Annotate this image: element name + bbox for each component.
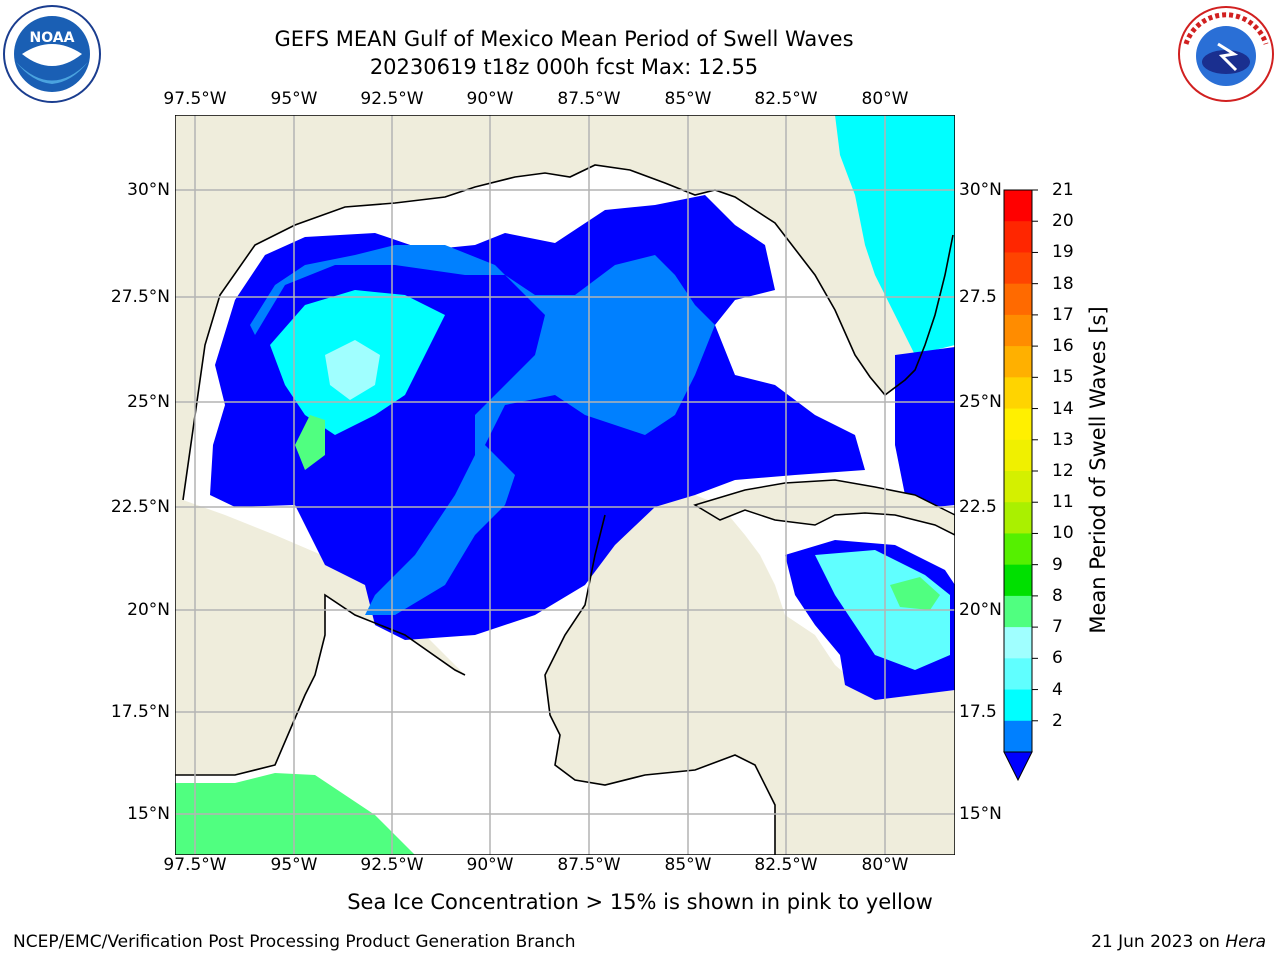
lat-label-left: 27.5°N [110, 287, 170, 307]
lon-label-bot: 97.5°W [163, 855, 227, 875]
colorbar-tick-label: 17 [1052, 304, 1074, 325]
lat-label-right: 20°N [959, 600, 1002, 620]
lon-label-bot: 82.5°W [754, 855, 818, 875]
footer-host: Hera [1225, 932, 1266, 952]
lat-label-right: 15°N [959, 804, 1002, 824]
colorbar-tick-label: 20 [1052, 211, 1074, 232]
swell-blue2-region [250, 245, 715, 615]
colorbar-band [1004, 252, 1032, 285]
colorbar-tick-label: 8 [1052, 585, 1063, 606]
lat-label-left: 25°N [127, 392, 170, 412]
lon-label-top: 80°W [861, 89, 909, 109]
colorbar-tick-label: 2 [1052, 710, 1063, 731]
lon-label-top: 92.5°W [360, 89, 424, 109]
lon-label-top: 90°W [466, 89, 514, 109]
lat-label-right: 27.5 [959, 287, 997, 307]
map-panel [175, 115, 955, 855]
colorbar-band [1004, 439, 1032, 472]
noaa-logo: NOAA [2, 4, 102, 108]
colorbar-band [1004, 471, 1032, 503]
swell-green-caribbean [890, 577, 940, 610]
colorbar-tick-label: 15 [1052, 367, 1074, 388]
swell-green-west [295, 415, 325, 470]
colorbar-tick-label: 13 [1052, 429, 1074, 450]
colorbar-band [1004, 595, 1032, 628]
lat-label-left: 17.5°N [110, 702, 170, 722]
colorbar-band [1004, 627, 1032, 659]
colorbar-band [1004, 658, 1032, 691]
lat-label-right: 30°N [959, 180, 1002, 200]
colorbar-label: Mean Period of Swell Waves [s] [1086, 306, 1110, 634]
colorbar-tick-label: 9 [1052, 554, 1063, 575]
colorbar-band [1004, 720, 1032, 753]
colorbar-tick-label: 21 [1052, 180, 1074, 200]
lon-label-bot: 80°W [861, 855, 909, 875]
lon-label-top: 87.5°W [557, 89, 621, 109]
lon-label-bot: 90°W [466, 855, 514, 875]
lat-label-right: 25°N [959, 392, 1002, 412]
colorbar-tick-label: 11 [1052, 492, 1074, 513]
colorbar-extend-triangle [1003, 751, 1033, 782]
graticule [175, 115, 955, 855]
colorbar-tick-label: 19 [1052, 242, 1074, 263]
colorbar-tick-label: 10 [1052, 523, 1074, 544]
footer-credit: NCEP/EMC/Verification Post Processing Pr… [13, 932, 576, 952]
colorbar-tick-label: 18 [1052, 273, 1074, 294]
chart-title: GEFS MEAN Gulf of Mexico Mean Period of … [274, 27, 854, 51]
footer-date-text: 21 Jun 2023 on [1091, 932, 1226, 952]
lon-label-top: 95°W [270, 89, 318, 109]
lon-label-top: 97.5°W [163, 89, 227, 109]
lat-label-left: 15°N [127, 804, 170, 824]
chart-subtitle: 20230619 t18z 000h fcst Max: 12.55 [369, 55, 759, 79]
colorbar [1003, 189, 1038, 782]
lat-label-right: 22.5 [959, 497, 997, 517]
footer-date: 21 Jun 2023 on Hera [1091, 932, 1266, 952]
colorbar-tick-label: 4 [1052, 679, 1063, 700]
swell-cyan-east [835, 115, 955, 355]
lat-label-left: 22.5°N [110, 497, 170, 517]
colorbar-tick-label: 16 [1052, 336, 1074, 357]
lon-label-top: 85°W [664, 89, 712, 109]
swell-lightcyan [325, 340, 380, 400]
colorbar-tick-label: 12 [1052, 461, 1074, 481]
lat-label-left: 30°N [127, 180, 170, 200]
colorbar-band [1004, 377, 1032, 410]
swell-blue-east [895, 347, 955, 507]
colorbar-band [1004, 190, 1032, 222]
lon-label-bot: 92.5°W [360, 855, 424, 875]
nws-logo [1176, 4, 1276, 108]
colorbar-band [1004, 408, 1032, 441]
lon-label-top: 82.5°W [754, 89, 818, 109]
colorbar-band [1004, 346, 1032, 378]
colorbar-band [1004, 502, 1032, 534]
lon-label-bot: 95°W [270, 855, 318, 875]
colorbar-band [1004, 314, 1032, 347]
colorbar-tick-label: 7 [1052, 617, 1063, 638]
colorbar-band [1004, 564, 1032, 597]
lat-label-right: 17.5 [959, 702, 997, 722]
colorbar-band [1004, 283, 1032, 316]
lon-label-bot: 85°W [664, 855, 712, 875]
colorbar-band [1004, 221, 1032, 253]
coastline [175, 164, 954, 855]
lon-label-bot: 87.5°W [557, 855, 621, 875]
colorbar-tick-label: 14 [1052, 398, 1074, 419]
colorbar-band [1004, 689, 1032, 722]
colorbar-tick-label: 6 [1052, 648, 1063, 669]
noaa-logo-text: NOAA [30, 30, 75, 46]
lat-label-left: 20°N [127, 600, 170, 620]
sea-ice-note: Sea Ice Concentration > 15% is shown in … [347, 890, 933, 914]
colorbar-band [1004, 533, 1032, 566]
